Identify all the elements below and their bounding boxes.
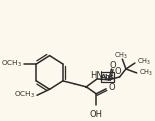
- Text: OCH$_3$: OCH$_3$: [1, 59, 22, 69]
- Text: CH$_3$: CH$_3$: [137, 57, 151, 67]
- Text: HN: HN: [90, 71, 103, 80]
- Text: CH$_3$: CH$_3$: [114, 51, 128, 61]
- Text: OH: OH: [90, 110, 103, 119]
- Text: OCH$_3$: OCH$_3$: [14, 90, 35, 100]
- Text: O: O: [115, 67, 121, 76]
- Text: CH$_3$: CH$_3$: [139, 68, 153, 78]
- Text: O: O: [109, 83, 115, 92]
- Text: O: O: [109, 60, 116, 69]
- Text: Abs: Abs: [101, 74, 115, 80]
- FancyBboxPatch shape: [101, 72, 115, 82]
